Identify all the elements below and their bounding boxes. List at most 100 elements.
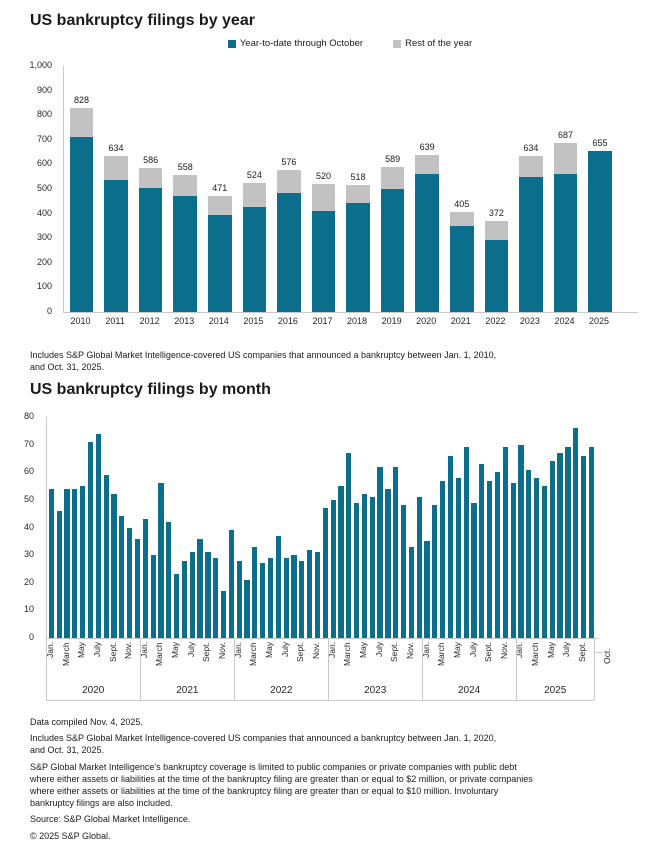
footer-paragraph: Data compiled Nov. 4, 2025. xyxy=(30,717,143,727)
rest-segment xyxy=(346,184,370,204)
legend-label-ytd: Year-to-date through October xyxy=(239,38,364,49)
legend-label-rest: Rest of the year xyxy=(405,38,473,49)
month-bar-2022-8 xyxy=(291,555,297,638)
yearly-plot-area: 828 634 586 558 471 524 576 520 518 589 639 405 372 6… xyxy=(63,66,638,313)
x-axis-tick: 2025 xyxy=(589,316,610,326)
oct-callout-connector-icon xyxy=(594,638,603,653)
year-bar-2021 xyxy=(450,212,474,312)
month-bar-2025-3 xyxy=(534,477,540,638)
month-bar-2023-7 xyxy=(377,466,383,638)
bar-total-label: 586 xyxy=(143,154,159,165)
month-tick-label: July xyxy=(91,642,102,658)
month-bar-2021-8 xyxy=(197,538,203,638)
month-bar-2020-12 xyxy=(134,538,141,638)
rest-segment xyxy=(519,156,543,177)
month-bar-2020-4 xyxy=(72,488,78,638)
rest-segment xyxy=(208,196,232,216)
month-bar-2023-10 xyxy=(400,505,407,638)
month-bar-2024-4 xyxy=(447,455,454,638)
year-group-baseline xyxy=(46,700,595,701)
x-axis-tick: 2013 xyxy=(174,316,195,326)
y-axis-tick: 40 xyxy=(23,521,34,532)
x-axis-tick: 2019 xyxy=(381,316,402,326)
month-bar-2022-11 xyxy=(314,552,321,638)
month-bar-2020-5 xyxy=(80,486,86,638)
legend-item-ytd: Year-to-date through October xyxy=(227,38,364,49)
bar-total-label: 471 xyxy=(212,183,228,194)
month-bar-2024-12 xyxy=(510,483,516,638)
x-axis-tick: 2015 xyxy=(243,316,264,326)
bar-total-label: 589 xyxy=(385,154,401,165)
footer-paragraph: S&P Global Market Intelligence's bankrup… xyxy=(30,761,533,809)
month-tick-label: March xyxy=(342,642,353,666)
year-bar-2015 xyxy=(242,183,267,312)
legend-item-rest: Rest of the year xyxy=(393,38,472,49)
month-bar-2024-11 xyxy=(502,447,508,638)
monthly-plot-area xyxy=(46,417,599,639)
month-tick-label: July xyxy=(561,642,572,658)
month-bar-2022-9 xyxy=(299,560,305,638)
month-bar-2023-2 xyxy=(338,486,344,638)
month-bar-2024-3 xyxy=(440,480,446,638)
yearly-chart-legend: Year-to-date through October Rest of the… xyxy=(63,38,637,49)
month-bar-2021-6 xyxy=(181,560,188,638)
month-bar-2024-6 xyxy=(463,447,469,638)
year-bar-2011 xyxy=(104,156,128,312)
y-axis-tick: 0 xyxy=(28,632,34,642)
month-tick-label: July xyxy=(279,642,290,658)
x-axis-tick: 2023 xyxy=(519,316,540,326)
monthly-y-axis-labels: 80 70 60 50 40 30 20 10 0 xyxy=(14,411,40,642)
year-group-separator xyxy=(594,638,596,700)
month-bar-2021-5 xyxy=(174,574,180,638)
month-tick-label: May xyxy=(264,642,275,659)
bar-total-label: 405 xyxy=(454,199,470,210)
month-bar-2025-5 xyxy=(549,461,555,638)
month-bar-2023-8 xyxy=(385,488,391,638)
year-bar-2010 xyxy=(69,108,94,312)
footer-paragraph: © 2025 S&P Global. xyxy=(30,830,111,841)
month-bar-2024-5 xyxy=(455,477,461,638)
bar-total-label: 828 xyxy=(73,95,90,106)
month-tick-label: Nov. xyxy=(310,642,321,659)
x-axis-tick: 2014 xyxy=(208,316,229,326)
month-tick-label: Nov. xyxy=(498,642,509,659)
bar-total-label: 520 xyxy=(315,171,331,182)
year-bar-2018 xyxy=(346,184,370,312)
month-bar-2020-8 xyxy=(103,475,109,638)
y-axis-tick: 70 xyxy=(23,438,34,449)
month-bar-2025-10 xyxy=(588,447,594,638)
month-bar-2021-4 xyxy=(166,521,172,638)
year-group-separator xyxy=(328,638,330,700)
month-tick-label: March xyxy=(530,642,541,666)
month-bar-2020-6 xyxy=(87,441,94,638)
x-axis-tick: 2021 xyxy=(450,316,471,326)
month-bar-2022-3 xyxy=(252,546,258,638)
month-bar-2024-1 xyxy=(424,541,430,638)
month-bar-2021-11 xyxy=(220,591,227,638)
year-bar-2022 xyxy=(484,220,509,312)
month-bar-2023-3 xyxy=(346,452,352,638)
bar-total-label: 634 xyxy=(523,143,539,154)
month-tick-label: May xyxy=(545,642,556,659)
x-axis-tick: 2018 xyxy=(347,316,368,326)
y-axis-tick: 100 xyxy=(36,281,52,292)
year-bar-2019 xyxy=(380,167,405,312)
x-axis-tick: 2010 xyxy=(70,316,91,326)
year-bar-2014 xyxy=(208,196,232,312)
rest-segment xyxy=(553,143,578,174)
rest-segment xyxy=(380,167,405,189)
month-bar-2023-1 xyxy=(330,499,336,638)
rest-segment xyxy=(450,212,474,227)
monthly-chart-title: US bankruptcy filings by month xyxy=(30,381,271,398)
oct-tick-label: Oct. xyxy=(602,648,613,664)
ytd-swatch-icon xyxy=(227,39,236,48)
month-tick-label: Nov. xyxy=(123,642,134,659)
month-bar-2021-7 xyxy=(189,552,195,638)
rest-segment xyxy=(104,156,128,181)
month-tick-label: Sept. xyxy=(107,642,118,662)
year-group-label-2024: 2024 xyxy=(457,685,481,696)
month-tick-label: Nov. xyxy=(404,642,415,659)
month-tick-label: Sept. xyxy=(295,642,306,662)
month-bar-2022-2 xyxy=(244,580,250,638)
month-bar-2023-9 xyxy=(393,466,399,638)
